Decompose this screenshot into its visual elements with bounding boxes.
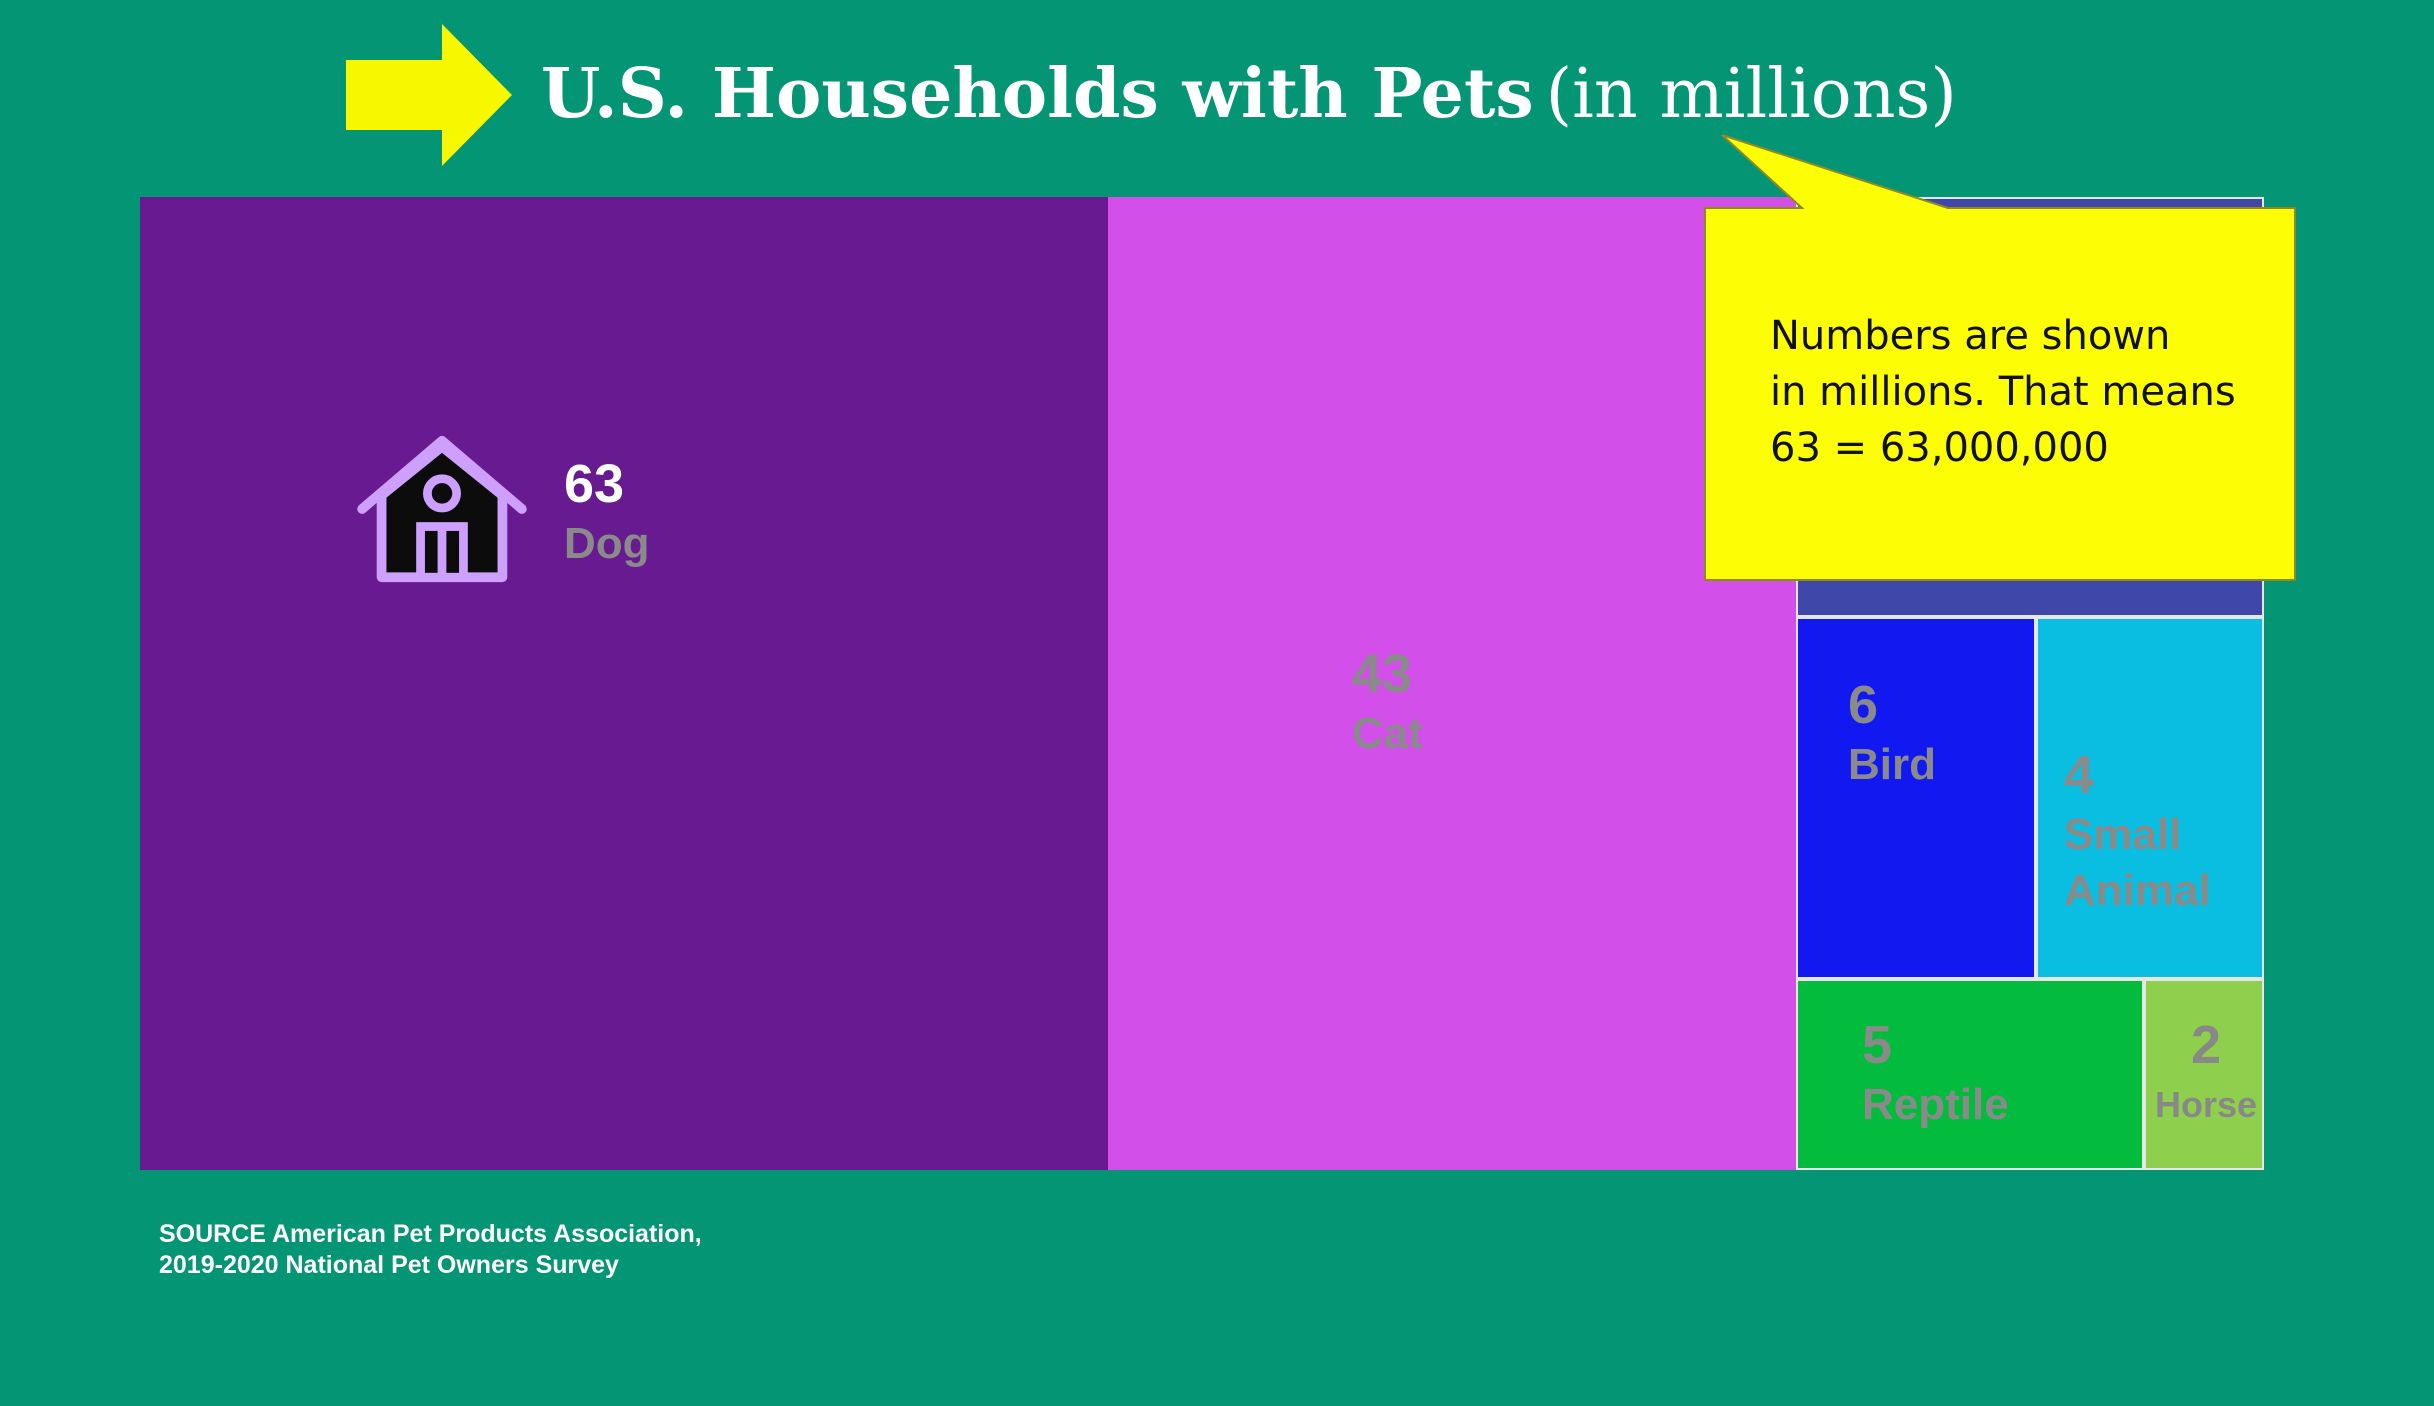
callout-text: Numbers are shown in millions. That means… [1770,308,2270,476]
tile-label-dog: Dog [564,519,650,568]
treemap-tile-dog: 63 Dog [140,197,1108,1170]
tile-label-small-animal-1: Small [2064,810,2182,859]
tile-text-reptile: 5 Reptile [1862,1013,2009,1133]
tile-value-bird: 6 [1848,675,1879,735]
tile-value-horse: 2 [2190,1015,2222,1075]
arrow-right-icon [346,24,512,166]
tile-label-cat: Cat [1352,709,1423,758]
tile-value-dog: 63 [564,454,625,514]
treemap-tile-bird: 6 Bird [1796,617,2036,979]
treemap-tile-cat: 43 Cat [1108,197,1796,1170]
treemap-tile-reptile: 5 Reptile [1796,979,2144,1170]
tile-label-horse: Horse [2154,1084,2258,1125]
callout-line-3: 63 = 63,000,000 [1770,425,2109,471]
tile-text-dog: 63 Dog [564,452,650,572]
callout-line-1: Numbers are shown [1770,313,2171,359]
chart-title-unit: (in millions) [1545,55,1957,134]
dog-house-icon [357,435,527,583]
tile-value-cat: 43 [1352,644,1413,704]
tile-text-small-animal: 4 Small Animal [2064,743,2211,919]
source-note: SOURCE American Pet Products Association… [159,1219,702,1281]
tile-text-horse: 2 Horse [2146,1013,2266,1133]
tile-text-bird: 6 Bird [1848,673,1936,793]
treemap-tile-horse: 2 Horse [2144,979,2264,1170]
treemap-tile-small-animal: 4 Small Animal [2036,617,2264,979]
tile-value-reptile: 5 [1862,1015,1893,1075]
tile-label-reptile: Reptile [1862,1080,2009,1129]
chart-title: U.S. Households with Pets (in millions) [541,52,1957,137]
callout-line-2: in millions. That means [1770,369,2236,415]
tile-label-bird: Bird [1848,740,1936,789]
tile-text-cat: 43 Cat [1352,642,1423,762]
chart-title-main: U.S. Households with Pets [541,54,1534,134]
header: U.S. Households with Pets (in millions) [0,0,2434,190]
source-line-2: 2019-2020 National Pet Owners Survey [159,1251,619,1279]
tile-value-small-animal: 4 [2064,745,2095,805]
tile-label-small-animal-2: Animal [2064,866,2211,915]
source-line-1: SOURCE American Pet Products Association… [159,1220,702,1248]
